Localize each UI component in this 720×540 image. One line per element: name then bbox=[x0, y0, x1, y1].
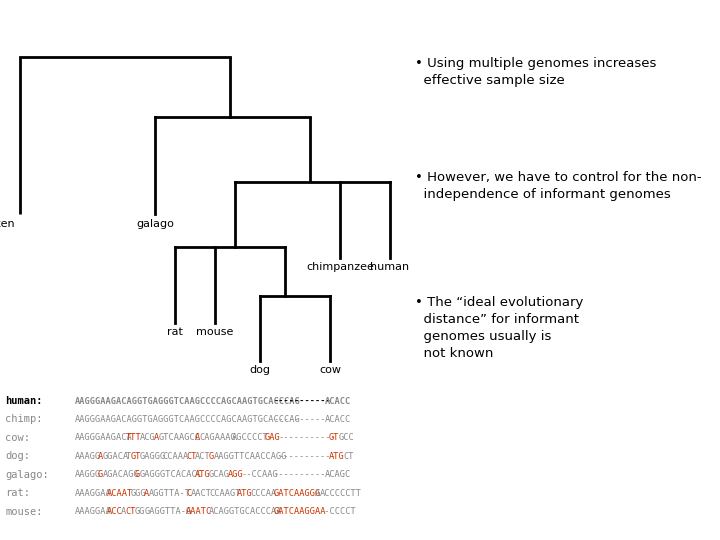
Text: AACT: AACT bbox=[191, 489, 212, 498]
Text: AGG: AGG bbox=[228, 470, 243, 480]
Text: CAGAAAG: CAGAAAG bbox=[199, 434, 236, 442]
Text: CT: CT bbox=[126, 507, 136, 516]
Text: ACT: ACT bbox=[195, 452, 211, 461]
Text: G: G bbox=[135, 470, 140, 480]
Text: GAG: GAG bbox=[264, 434, 280, 442]
Text: CCAAGT: CCAAGT bbox=[209, 489, 240, 498]
Text: TTT: TTT bbox=[126, 434, 142, 442]
Text: A: A bbox=[153, 434, 159, 442]
Text: dog: dog bbox=[250, 365, 271, 375]
Text: • However, we have to control for the non-
  independence of informant genomes: • However, we have to control for the no… bbox=[415, 171, 701, 201]
Text: A: A bbox=[144, 489, 150, 498]
Text: cow: cow bbox=[319, 365, 341, 375]
Text: mouse: mouse bbox=[197, 327, 234, 337]
Text: AGGTTA-T: AGGTTA-T bbox=[149, 489, 191, 498]
Text: mouse:: mouse: bbox=[5, 507, 42, 517]
Text: G: G bbox=[209, 452, 215, 461]
Text: GGACA: GGACA bbox=[103, 452, 129, 461]
Text: cow:: cow: bbox=[5, 433, 30, 443]
Text: human:: human: bbox=[5, 396, 42, 406]
Text: ACC: ACC bbox=[107, 507, 123, 516]
Text: human: human bbox=[370, 262, 410, 272]
Text: ATG: ATG bbox=[329, 452, 345, 461]
Text: GCAG: GCAG bbox=[209, 470, 230, 480]
Text: AAAGGAA: AAAGGAA bbox=[75, 489, 112, 498]
Text: ACAAT: ACAAT bbox=[107, 489, 134, 498]
Text: ACAGGTGCACCCAA: ACAGGTGCACCCAA bbox=[209, 507, 282, 516]
Text: ATG: ATG bbox=[237, 489, 253, 498]
Text: A: A bbox=[98, 452, 104, 461]
Text: Evolutionary Sequence Conservation: Evolutionary Sequence Conservation bbox=[72, 6, 648, 34]
Text: GATCAAGGAA: GATCAAGGAA bbox=[274, 507, 326, 516]
Text: ACACC: ACACC bbox=[325, 396, 351, 406]
Text: GATCAAGGG: GATCAAGGG bbox=[274, 489, 321, 498]
Text: AAATC: AAATC bbox=[186, 507, 212, 516]
Text: ATG: ATG bbox=[195, 470, 211, 480]
Text: C: C bbox=[186, 489, 191, 498]
Text: GT: GT bbox=[130, 452, 141, 461]
Text: rat:: rat: bbox=[5, 488, 30, 498]
Text: GAGGGTCACACC: GAGGGTCACACC bbox=[140, 470, 203, 480]
Text: AAGGGAAGACA: AAGGGAAGACA bbox=[75, 434, 132, 442]
Text: -----------: ----------- bbox=[274, 415, 331, 424]
Text: CT: CT bbox=[186, 452, 197, 461]
Text: rat: rat bbox=[167, 327, 183, 337]
Text: AAAGG: AAAGG bbox=[75, 452, 102, 461]
Text: AAGGGAAGACAGGTGAGGGTCAAGCCCCAGCAAGTGCACCCAG: AAGGGAAGACAGGTGAGGGTCAAGCCCCAGCAAGTGCACC… bbox=[75, 415, 301, 424]
Text: --CCAAG: --CCAAG bbox=[241, 470, 278, 480]
Text: GG: GG bbox=[135, 507, 145, 516]
Text: • The “ideal evolutionary
  distance” for informant
  genomes usually is
  not k: • The “ideal evolutionary distance” for … bbox=[415, 296, 583, 360]
Text: ACG: ACG bbox=[140, 434, 156, 442]
Text: GAGGG: GAGGG bbox=[140, 452, 166, 461]
Text: AAAGGAA: AAAGGAA bbox=[75, 507, 112, 516]
Text: A: A bbox=[195, 434, 200, 442]
Text: dog:: dog: bbox=[5, 451, 30, 461]
Text: --CCCCT: --CCCCT bbox=[320, 507, 356, 516]
Text: G: G bbox=[98, 470, 104, 480]
Text: chicken: chicken bbox=[0, 219, 15, 228]
Text: GT: GT bbox=[329, 434, 340, 442]
Text: ACACC: ACACC bbox=[325, 415, 351, 424]
Text: CCCAA: CCCAA bbox=[251, 489, 276, 498]
Text: chimpanzee: chimpanzee bbox=[306, 262, 374, 272]
Text: A: A bbox=[121, 507, 127, 516]
Text: AGCCCCT: AGCCCCT bbox=[232, 434, 269, 442]
Text: galago:: galago: bbox=[5, 470, 49, 480]
Text: chimp:: chimp: bbox=[5, 415, 42, 424]
Text: AAGGG: AAGGG bbox=[75, 470, 102, 480]
Text: -----------: ----------- bbox=[274, 470, 331, 480]
Text: CT: CT bbox=[343, 452, 354, 461]
Text: -----------: ----------- bbox=[279, 452, 336, 461]
Text: -----------: ----------- bbox=[279, 434, 336, 442]
Text: ACAGC: ACAGC bbox=[325, 470, 351, 480]
Text: GCC: GCC bbox=[338, 434, 354, 442]
Text: GTCAAGCC: GTCAAGCC bbox=[158, 434, 200, 442]
Text: AAGGTTCAACCAGG: AAGGTTCAACCAGG bbox=[214, 452, 287, 461]
Text: GAGGTTA-G: GAGGTTA-G bbox=[144, 507, 192, 516]
Text: GGG: GGG bbox=[130, 489, 146, 498]
Text: galago: galago bbox=[136, 219, 174, 228]
Text: AGACAGG: AGACAGG bbox=[103, 470, 140, 480]
Text: A: A bbox=[315, 489, 320, 498]
Text: -----------: ----------- bbox=[274, 396, 331, 406]
Text: T: T bbox=[126, 452, 131, 461]
Text: ACCCCCTT: ACCCCCTT bbox=[320, 489, 362, 498]
Text: • Using multiple genomes increases
  effective sample size: • Using multiple genomes increases effec… bbox=[415, 57, 657, 87]
Text: AAGGGAAGACAGGTGAGGGTCAAGCCCCAGCAAGTGCACCCAG: AAGGGAAGACAGGTGAGGGTCAAGCCCCAGCAAGTGCACC… bbox=[75, 396, 301, 406]
Text: CCAAA: CCAAA bbox=[163, 452, 189, 461]
